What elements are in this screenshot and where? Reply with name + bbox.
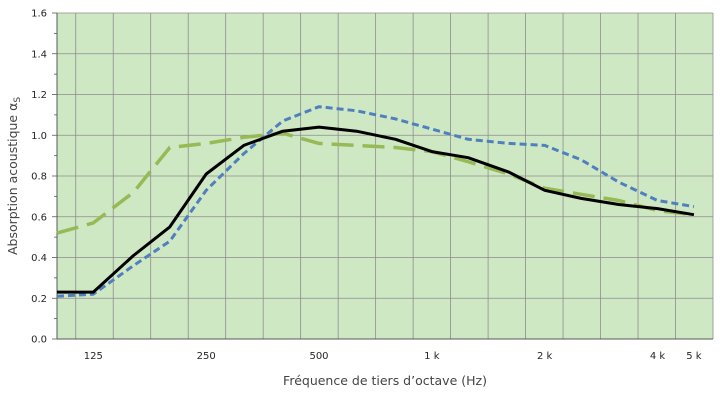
x-tick-label: 500 [309,351,328,362]
y-axis-title-subscript: S [13,97,23,103]
y-tick-label: 1.2 [31,90,47,101]
y-axis-title-main: Absorption acoustique α [5,103,20,255]
y-tick-label: 0.6 [31,212,47,223]
series-line-short-dash [56,105,695,298]
x-tick-label: 5 k [686,351,702,362]
y-tick-labels: 0.0 0.2 0.4 0.6 0.8 1.0 1.2 1.4 1.6 [31,9,47,346]
x-tick-label: 4 k [650,351,666,362]
y-tick-label: 0.0 [31,335,47,346]
x-tick-label: 125 [84,351,103,362]
series-line-long-dash [56,131,695,235]
y-tick-label: 1.0 [31,131,47,142]
axes [52,12,713,340]
y-tick-label: 1.6 [31,9,47,20]
series-layer [56,105,695,298]
y-tick-label: 0.2 [31,294,47,305]
y-tick-label: 1.4 [31,49,47,60]
x-tick-labels: 125 250 500 1 k 2 k 4 k 5 k [84,351,702,362]
x-tick-label: 1 k [424,351,440,362]
y-tick-label: 0.4 [31,253,47,264]
x-tick-label: 2 k [537,351,553,362]
series-line-solid [57,125,695,294]
y-axis-title: Absorption acoustique αS [5,97,23,255]
x-tick-label: 250 [197,351,216,362]
y-tick-label: 0.8 [31,172,47,183]
x-axis-title: Fréquence de tiers d’octave (Hz) [283,373,487,388]
